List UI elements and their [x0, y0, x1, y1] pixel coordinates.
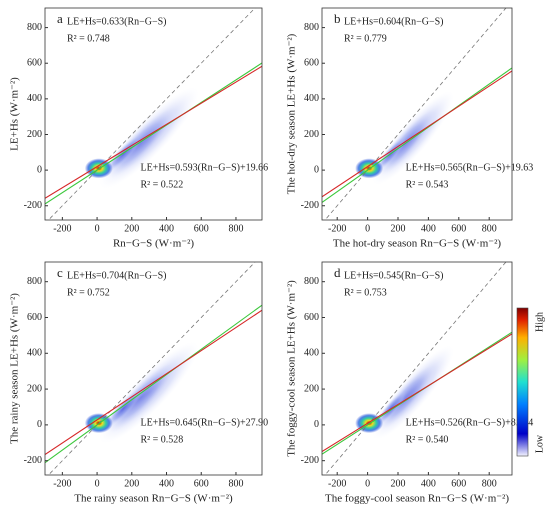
- fit-line: [322, 67, 512, 203]
- fit-equation: LE+Hs=0.593(Rn−G−S)+19.66: [140, 162, 268, 173]
- panel-label: d: [334, 265, 341, 280]
- fit-line: [322, 70, 512, 198]
- fit-r2: R² = 0.748: [67, 33, 110, 44]
- plot-area: [322, 8, 512, 220]
- fit-r2: R² = 0.528: [140, 434, 183, 445]
- plot-frame: [321, 7, 513, 221]
- x-tick-label: 200: [391, 478, 406, 489]
- y-tick-label: 400: [304, 93, 319, 104]
- y-tick-label: 400: [27, 348, 42, 359]
- fit-r2: R² = 0.753: [344, 287, 387, 298]
- x-tick-label: 600: [194, 478, 209, 489]
- colorbar-high: High: [534, 312, 545, 332]
- x-axis-label: The foggy-cool season Rn−G−S (W·m⁻²): [325, 493, 509, 505]
- fit-equation: LE+Hs=0.565(Rn−G−S)+19.63: [406, 162, 534, 173]
- y-tick-label: 800: [304, 22, 319, 33]
- fit-r2: R² = 0.543: [406, 179, 449, 190]
- x-tick-label: 400: [421, 478, 436, 489]
- fit-equation: LE+Hs=0.526(Rn−G−S)+8.654: [406, 417, 534, 428]
- x-tick-label: 600: [451, 223, 466, 234]
- y-tick-label: 200: [27, 129, 42, 140]
- y-tick-label: 800: [27, 22, 42, 33]
- fit-equation: LE+Hs=0.633(Rn−G−S): [67, 16, 167, 27]
- y-axis-label: The rainy season LE+Hs (W·m⁻²): [9, 293, 21, 444]
- one-to-one-line: [47, 8, 256, 220]
- x-axis-label: Rn−G−S (W·m⁻²): [113, 238, 194, 250]
- fit-line: [45, 309, 262, 455]
- colorbar-low: Low: [534, 434, 545, 453]
- y-tick-label: 200: [27, 383, 42, 394]
- fit-equation: LE+Hs=0.604(Rn−G−S): [344, 16, 444, 27]
- x-tick-label: 200: [124, 223, 139, 234]
- x-tick-label: 600: [194, 223, 209, 234]
- x-tick-label: 400: [159, 478, 174, 489]
- fit-r2: R² = 0.540: [406, 434, 449, 445]
- y-tick-label: 200: [304, 383, 319, 394]
- fit-line: [45, 304, 262, 464]
- fit-r2: R² = 0.752: [67, 287, 110, 298]
- x-tick-label: 400: [159, 223, 174, 234]
- panel-label: c: [57, 265, 63, 280]
- x-axis-label: The rainy season Rn−G−S (W·m⁻²): [74, 493, 233, 505]
- one-to-one-line: [47, 262, 256, 475]
- fit-r2: R² = 0.779: [344, 33, 387, 44]
- y-axis-label: The hot-dry season LE+Hs (W·m⁻²): [286, 33, 298, 194]
- x-tick-label: 200: [391, 223, 406, 234]
- plot-frame: [321, 261, 513, 476]
- y-tick-label: -200: [24, 200, 42, 211]
- y-tick-label: 600: [27, 58, 42, 69]
- fit-line: [45, 62, 262, 205]
- x-tick-label: 0: [365, 478, 370, 489]
- x-tick-label: -200: [53, 223, 71, 234]
- plot-frame: [44, 261, 263, 476]
- y-axis-label: LE+Hs (W·m⁻²): [9, 77, 21, 151]
- x-tick-label: 0: [95, 478, 100, 489]
- y-axis-label: The foggy-cool season LE+Hs (W·m⁻²): [286, 280, 298, 457]
- plot-area: [45, 8, 262, 220]
- y-tick-label: 600: [304, 58, 319, 69]
- y-tick-label: 0: [314, 419, 319, 430]
- fit-line: [45, 65, 262, 199]
- x-tick-label: 800: [482, 478, 497, 489]
- y-tick-label: 600: [27, 312, 42, 323]
- x-tick-label: 600: [451, 478, 466, 489]
- x-tick-label: -200: [328, 223, 346, 234]
- y-tick-label: 600: [304, 312, 319, 323]
- x-axis-label: The hot-dry season Rn−G−S (W·m⁻²): [333, 238, 501, 250]
- y-tick-label: -200: [301, 455, 319, 466]
- plot-area: [45, 262, 262, 475]
- x-tick-label: 400: [421, 223, 436, 234]
- y-tick-label: -200: [301, 200, 319, 211]
- x-tick-label: 0: [365, 223, 370, 234]
- y-tick-label: -200: [24, 455, 42, 466]
- colorbar: [516, 307, 529, 457]
- y-tick-label: 400: [27, 93, 42, 104]
- x-tick-label: 800: [228, 223, 243, 234]
- x-tick-label: 0: [95, 223, 100, 234]
- plot-area: [322, 262, 512, 475]
- fit-line: [322, 333, 512, 453]
- x-tick-label: -200: [53, 478, 71, 489]
- fit-r2: R² = 0.522: [140, 179, 183, 190]
- x-tick-label: 800: [482, 223, 497, 234]
- fit-equation: LE+Hs=0.704(Rn−G−S): [67, 270, 167, 281]
- y-tick-label: 0: [37, 164, 42, 175]
- panel-label: b: [334, 11, 341, 26]
- y-tick-label: 200: [304, 129, 319, 140]
- y-tick-label: 800: [27, 276, 42, 287]
- panel-label: a: [57, 11, 63, 26]
- x-tick-label: -200: [328, 478, 346, 489]
- x-tick-label: 800: [228, 478, 243, 489]
- y-tick-label: 800: [304, 276, 319, 287]
- x-tick-label: 200: [124, 478, 139, 489]
- y-tick-label: 0: [37, 419, 42, 430]
- fit-equation: LE+Hs=0.545(Rn−G−S): [344, 270, 444, 281]
- y-tick-label: 400: [304, 348, 319, 359]
- y-tick-label: 0: [314, 164, 319, 175]
- plot-frame: [44, 7, 263, 221]
- fit-equation: LE+Hs=0.645(Rn−G−S)+27.90: [140, 417, 268, 428]
